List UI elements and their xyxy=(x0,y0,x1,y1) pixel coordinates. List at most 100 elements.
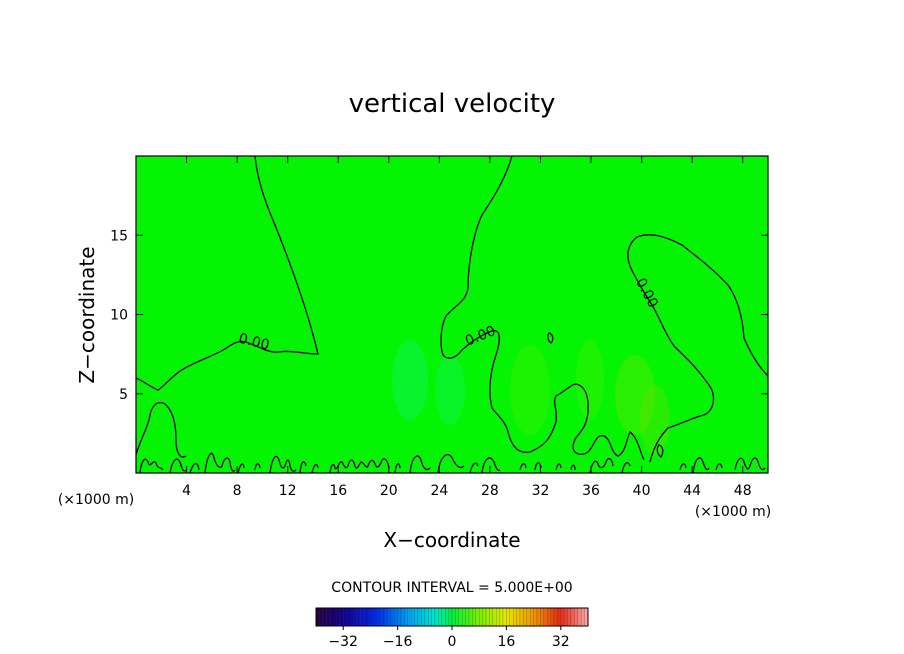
colorbar-tick-label: 16 xyxy=(497,634,515,650)
x-tick-label: 4 xyxy=(182,483,191,499)
shade-patch xyxy=(435,355,465,425)
colorbar-cell xyxy=(547,607,551,627)
x-unit-right: (×1000 m) xyxy=(695,504,771,520)
colorbar-cell xyxy=(353,607,357,627)
colorbar-cell xyxy=(570,607,575,627)
colorbar-cell xyxy=(326,607,330,627)
x-tick-label: 24 xyxy=(430,483,448,499)
colorbar-cell xyxy=(513,607,517,627)
zero-contour-left-base xyxy=(136,401,187,458)
colorbar-cell xyxy=(346,607,351,627)
colorbar-cell xyxy=(577,607,582,627)
surface-contours xyxy=(139,452,766,473)
colorbar-tick-label: −32 xyxy=(328,634,358,650)
colorbar-cell xyxy=(550,607,555,627)
zero-contour-spot xyxy=(656,444,664,458)
colorbar-cell xyxy=(445,607,449,627)
colorbar-cell xyxy=(424,607,429,627)
colorbar-cell xyxy=(468,607,473,627)
contour-interval-text: CONTOUR INTERVAL = 5.000E+00 xyxy=(331,580,572,596)
colorbar-cell xyxy=(387,607,391,627)
x-tick-label: 36 xyxy=(582,483,600,499)
colorbar-cell xyxy=(407,607,412,627)
colorbar-cell xyxy=(543,607,548,627)
colorbar-ticks: −32 −16 0 16 32 xyxy=(328,626,570,650)
colorbar-cell xyxy=(526,607,531,627)
x-tick-label: 40 xyxy=(633,483,651,499)
x-axis-label: X−coordinate xyxy=(383,528,520,552)
colorbar-cell xyxy=(451,607,456,627)
colorbar-cell xyxy=(458,607,463,627)
colorbar-cell xyxy=(553,607,558,627)
x-tick-label: 28 xyxy=(481,483,499,499)
x-tick-label: 12 xyxy=(279,483,297,499)
colorbar-cell xyxy=(560,607,565,627)
colorbar-tick-label: 32 xyxy=(552,634,570,650)
colorbar-cell xyxy=(441,607,446,627)
zero-contour-right xyxy=(627,234,768,463)
shade-patch xyxy=(615,355,655,435)
colorbar-cell xyxy=(519,607,524,627)
colorbar-cell xyxy=(343,607,347,627)
contour-label: 0.00 xyxy=(237,331,271,354)
colorbar-cell xyxy=(475,607,480,627)
y-tick-label: 5 xyxy=(119,387,128,403)
chart-title: vertical velocity xyxy=(349,89,556,119)
colorbar-cell xyxy=(428,607,432,627)
colorbar-cell xyxy=(322,607,327,627)
colorbar-cell xyxy=(390,607,395,627)
colorbar-cell xyxy=(363,607,368,627)
colorbar-cell xyxy=(516,607,521,627)
y-axis: 5 10 15 xyxy=(110,228,768,403)
colorbar-cell xyxy=(411,607,415,627)
colorbar-cell xyxy=(400,607,405,627)
colorbar-cell xyxy=(339,607,344,627)
colorbar-cell xyxy=(434,607,439,627)
colorbar-cell xyxy=(356,607,361,627)
field-shading xyxy=(392,340,670,455)
colorbar-cell xyxy=(509,607,514,627)
x-tick-label: 32 xyxy=(532,483,550,499)
colorbar-cell xyxy=(533,607,538,627)
colorbar-cell xyxy=(479,607,483,627)
colorbar-cell xyxy=(394,607,398,627)
field-background xyxy=(136,156,768,473)
colorbar: −32 −16 0 16 32 xyxy=(315,607,589,650)
colorbar-cell xyxy=(574,607,579,627)
colorbar-cell xyxy=(536,607,541,627)
colorbar-cell xyxy=(492,607,497,627)
shade-patch xyxy=(510,345,550,435)
zero-contour-left xyxy=(136,156,319,391)
colorbar-cell xyxy=(431,607,436,627)
colorbar-cell xyxy=(370,607,374,627)
colorbar-cell xyxy=(360,607,364,627)
colorbar-cells xyxy=(315,607,589,627)
zero-contour-spot xyxy=(547,332,554,344)
colorbar-tick-label: −16 xyxy=(383,634,413,650)
colorbar-cell xyxy=(502,607,507,627)
colorbar-cell xyxy=(380,607,385,627)
plot-area: 0.00 0.00 0.00 xyxy=(135,155,769,474)
contour-lines xyxy=(136,156,768,473)
colorbar-cell xyxy=(417,607,422,627)
colorbar-cell xyxy=(383,607,388,627)
colorbar-cell xyxy=(377,607,381,627)
colorbar-cell xyxy=(496,607,500,627)
shade-patch xyxy=(576,340,604,420)
colorbar-cell xyxy=(332,607,337,627)
colorbar-cell xyxy=(482,607,487,627)
colorbar-cell xyxy=(329,607,334,627)
colorbar-tick-label: 0 xyxy=(448,634,457,650)
shade-patch xyxy=(640,385,670,455)
colorbar-cell xyxy=(397,607,402,627)
colorbar-cell xyxy=(465,607,470,627)
colorbar-cell xyxy=(564,607,568,627)
shade-patch xyxy=(392,340,428,420)
colorbar-cell xyxy=(373,607,378,627)
colorbar-cell xyxy=(506,607,510,627)
colorbar-cell xyxy=(319,607,323,627)
colorbar-cell xyxy=(499,607,504,627)
colorbar-cell xyxy=(448,607,453,627)
colorbar-cell xyxy=(366,607,371,627)
